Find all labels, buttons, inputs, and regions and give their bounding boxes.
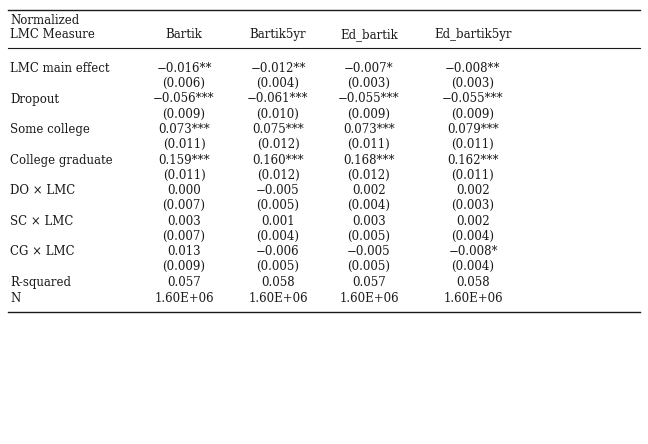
Text: −0.006: −0.006 [256, 245, 300, 258]
Text: 0.002: 0.002 [456, 214, 490, 227]
Text: (0.011): (0.011) [163, 138, 205, 151]
Text: (0.006): (0.006) [163, 77, 205, 90]
Text: Dropout: Dropout [10, 92, 59, 106]
Text: −0.008**: −0.008** [445, 62, 501, 75]
Text: −0.008*: −0.008* [448, 245, 498, 258]
Text: 0.159***: 0.159*** [158, 154, 210, 166]
Text: −0.007*: −0.007* [344, 62, 394, 75]
Text: (0.011): (0.011) [452, 169, 494, 182]
Text: −0.055***: −0.055*** [338, 92, 400, 106]
Text: Normalized: Normalized [10, 14, 79, 27]
Text: (0.009): (0.009) [452, 107, 494, 120]
Text: 1.60E+06: 1.60E+06 [339, 292, 399, 305]
Text: 0.073***: 0.073*** [158, 123, 210, 136]
Text: (0.005): (0.005) [257, 260, 299, 273]
Text: (0.012): (0.012) [257, 169, 299, 182]
Text: (0.004): (0.004) [257, 230, 299, 242]
Text: 0.079***: 0.079*** [447, 123, 499, 136]
Text: (0.011): (0.011) [347, 138, 390, 151]
Text: SC × LMC: SC × LMC [10, 214, 73, 227]
Text: 0.057: 0.057 [352, 275, 386, 289]
Text: 0.001: 0.001 [261, 214, 295, 227]
Text: N: N [10, 292, 20, 305]
Text: (0.009): (0.009) [347, 107, 391, 120]
Text: (0.004): (0.004) [452, 230, 494, 242]
Text: (0.004): (0.004) [452, 260, 494, 273]
Text: 1.60E+06: 1.60E+06 [154, 292, 214, 305]
Text: −0.056***: −0.056*** [153, 92, 215, 106]
Text: 1.60E+06: 1.60E+06 [443, 292, 503, 305]
Text: (0.004): (0.004) [347, 199, 391, 212]
Text: (0.012): (0.012) [347, 169, 390, 182]
Text: 0.075***: 0.075*** [252, 123, 304, 136]
Text: Bartik5yr: Bartik5yr [249, 28, 307, 41]
Text: 0.002: 0.002 [456, 184, 490, 197]
Text: 0.160***: 0.160*** [252, 154, 304, 166]
Text: (0.003): (0.003) [452, 77, 494, 90]
Text: −0.016**: −0.016** [156, 62, 212, 75]
Text: 0.013: 0.013 [167, 245, 201, 258]
Text: (0.007): (0.007) [163, 199, 205, 212]
Text: −0.005: −0.005 [347, 245, 391, 258]
Text: (0.003): (0.003) [452, 199, 494, 212]
Text: College graduate: College graduate [10, 154, 113, 166]
Text: −0.061***: −0.061*** [248, 92, 308, 106]
Text: 0.058: 0.058 [456, 275, 490, 289]
Text: 0.162***: 0.162*** [447, 154, 499, 166]
Text: R-squared: R-squared [10, 275, 71, 289]
Text: (0.005): (0.005) [257, 199, 299, 212]
Text: 0.168***: 0.168*** [343, 154, 395, 166]
Text: Some college: Some college [10, 123, 90, 136]
Text: 0.057: 0.057 [167, 275, 201, 289]
Text: −0.005: −0.005 [256, 184, 300, 197]
Text: −0.055***: −0.055*** [442, 92, 503, 106]
Text: 0.058: 0.058 [261, 275, 295, 289]
Text: 0.003: 0.003 [352, 214, 386, 227]
Text: DO × LMC: DO × LMC [10, 184, 75, 197]
Text: (0.011): (0.011) [163, 169, 205, 182]
Text: CG × LMC: CG × LMC [10, 245, 75, 258]
Text: 0.073***: 0.073*** [343, 123, 395, 136]
Text: Ed_bartik: Ed_bartik [340, 28, 398, 41]
Text: (0.012): (0.012) [257, 138, 299, 151]
Text: (0.010): (0.010) [257, 107, 299, 120]
Text: Bartik: Bartik [165, 28, 202, 41]
Text: LMC Measure: LMC Measure [10, 28, 95, 41]
Text: (0.009): (0.009) [163, 260, 205, 273]
Text: (0.004): (0.004) [257, 77, 299, 90]
Text: 0.000: 0.000 [167, 184, 201, 197]
Text: (0.005): (0.005) [347, 260, 391, 273]
Text: (0.003): (0.003) [347, 77, 391, 90]
Text: LMC main effect: LMC main effect [10, 62, 110, 75]
Text: 1.60E+06: 1.60E+06 [248, 292, 308, 305]
Text: (0.009): (0.009) [163, 107, 205, 120]
Text: (0.011): (0.011) [452, 138, 494, 151]
Text: (0.005): (0.005) [347, 230, 391, 242]
Text: Ed_bartik5yr: Ed_bartik5yr [434, 28, 512, 41]
Text: 0.003: 0.003 [167, 214, 201, 227]
Text: (0.007): (0.007) [163, 230, 205, 242]
Text: 0.002: 0.002 [352, 184, 386, 197]
Text: −0.012**: −0.012** [250, 62, 306, 75]
